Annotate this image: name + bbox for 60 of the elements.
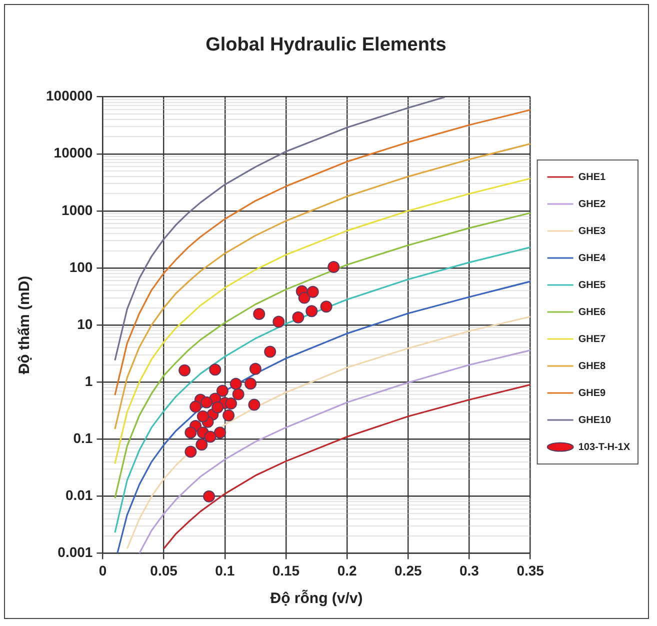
y-tick-label: 1000: [62, 202, 93, 218]
chart-title: Global Hydraulic Elements: [206, 34, 446, 56]
point: [298, 292, 310, 304]
point: [244, 378, 257, 390]
point: [204, 430, 216, 443]
point: [184, 446, 197, 458]
point: [184, 426, 197, 439]
point: [200, 396, 213, 408]
legend-label: GHE6: [578, 306, 606, 318]
y-tick-label: 0.1: [73, 430, 93, 446]
x-tick-label: 0.1: [215, 562, 235, 578]
point: [232, 388, 244, 400]
point: [253, 308, 266, 320]
point: [320, 300, 332, 313]
legend-label: 103-T-H-1X: [578, 442, 630, 453]
y-tick-label: 1: [84, 372, 93, 389]
legend-label: GHE7: [578, 334, 606, 345]
y-tick-label: 100: [69, 258, 93, 275]
point: [196, 410, 209, 422]
legend-label: GHE4: [578, 252, 606, 264]
point: [328, 260, 340, 273]
point: [224, 398, 237, 410]
legend-label: GHE1: [578, 172, 606, 183]
point: [178, 364, 191, 376]
point: [306, 286, 319, 298]
legend-label: GHE8: [578, 360, 606, 372]
x-tick-label: 0.05: [150, 562, 178, 578]
legend-label: GHE2: [578, 198, 606, 210]
x-tick-label: 0.15: [272, 562, 300, 578]
y-tick-label: 0.001: [58, 544, 93, 560]
point: [216, 384, 228, 397]
legend-label: GHE9: [578, 388, 606, 399]
x-tick-label: 0.25: [394, 562, 422, 578]
point: [214, 426, 226, 439]
point: [222, 409, 235, 422]
legend-label: GHE10: [578, 414, 612, 426]
x-tick-label: 0.35: [516, 562, 544, 578]
point: [196, 438, 208, 451]
point: [292, 311, 304, 324]
legend-label: GHE5: [578, 280, 606, 291]
y-axis-title: Độ thấm (mD): [16, 276, 34, 374]
x-tick-label: 0.2: [337, 562, 357, 578]
point: [249, 362, 262, 375]
x-tick-label: 0: [98, 562, 107, 578]
point: [212, 401, 224, 414]
point: [209, 364, 222, 376]
y-tick-label: 0.01: [65, 487, 93, 504]
point: [230, 378, 242, 390]
x-axis-title: Độ rỗng (v/v): [270, 589, 363, 608]
legend-label: GHE3: [578, 226, 606, 237]
point: [306, 305, 318, 318]
y-tick-label: 100000: [46, 88, 93, 104]
point: [190, 400, 202, 413]
x-tick-label: 0.3: [459, 562, 480, 578]
y-tick-label: 10: [77, 316, 93, 332]
y-tick-label: 10000: [54, 144, 93, 161]
point: [272, 316, 285, 328]
point: [248, 398, 260, 411]
point: [203, 490, 216, 502]
point: [264, 346, 276, 358]
